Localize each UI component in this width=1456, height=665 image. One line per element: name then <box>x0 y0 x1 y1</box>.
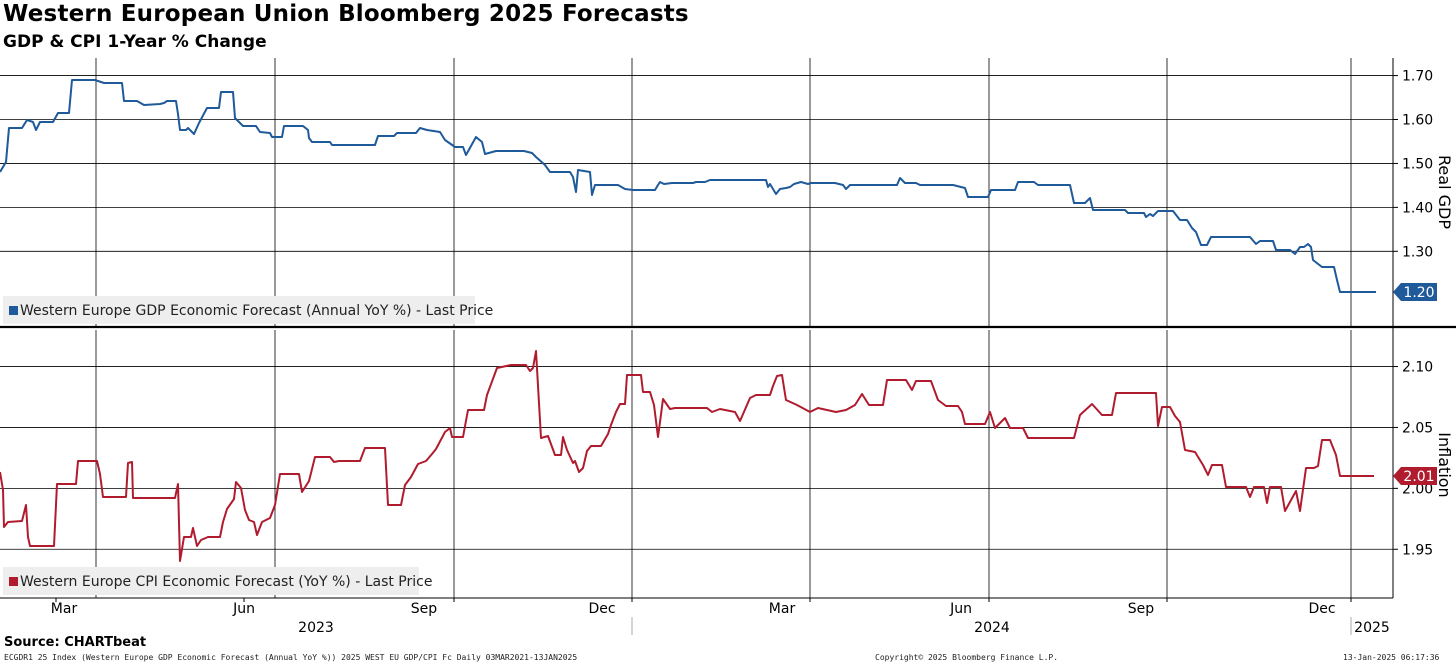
chart-title: Western European Union Bloomberg 2025 Fo… <box>3 1 689 27</box>
x-tick-label-4: Mar <box>769 601 796 617</box>
cpi-axis-title: Inflation <box>1435 432 1454 497</box>
x-tick-label-0: Mar <box>51 601 78 617</box>
x-tick-label-5: Jun <box>949 601 972 617</box>
gdp-tick-label-1: 1.40 <box>1402 200 1433 216</box>
cpi-last-value-tag-shape <box>1393 467 1437 485</box>
x-tick-label-3: Dec <box>588 601 615 617</box>
cpi-tick-label-0: 1.95 <box>1402 542 1433 558</box>
gdp-legend-swatch <box>9 306 18 315</box>
year-label-1: 2024 <box>974 620 1010 636</box>
frame-layer <box>0 58 1456 635</box>
chart-subtitle: GDP & CPI 1-Year % Change <box>3 32 267 52</box>
gdp-series-line <box>0 79 1376 293</box>
gdp-tick-label-2: 1.50 <box>1402 156 1433 172</box>
cpi-last-value-tag: 2.01 <box>1393 467 1437 485</box>
source-note: Source: CHARTbeat <box>4 635 147 650</box>
index-info: ECGDR1 25 Index (Western Europe GDP Econ… <box>4 653 578 662</box>
gdp-axis-title: Real GDP <box>1435 155 1454 229</box>
cpi-tick-label-3: 2.10 <box>1402 360 1433 376</box>
cpi-tick-label-2: 2.05 <box>1402 420 1433 436</box>
gdp-last-value-tag-text: 1.20 <box>1403 285 1434 301</box>
gdp-tick-label-3: 1.60 <box>1402 113 1433 129</box>
year-label-2: 2025 <box>1354 620 1390 636</box>
cpi-legend-text: Western Europe CPI Economic Forecast (Yo… <box>20 574 432 590</box>
grid-layer <box>0 58 1393 598</box>
gdp-tick-label-4: 1.70 <box>1402 69 1433 85</box>
copyright-note: Copyright© 2025 Bloomberg Finance L.P. <box>875 653 1059 662</box>
x-tick-label-2: Sep <box>411 601 438 617</box>
timestamp: 13-Jan-2025 06:17:36 <box>1343 653 1440 662</box>
gdp-legend-text: Western Europe GDP Economic Forecast (An… <box>20 303 493 319</box>
cpi-tick-label-1: 2.00 <box>1402 481 1433 497</box>
gdp-legend-box <box>3 296 475 324</box>
x-tick-label-6: Sep <box>1128 601 1155 617</box>
cpi-legend-swatch <box>9 577 18 586</box>
gdp-last-value-tag: 1.20 <box>1393 283 1437 301</box>
gdp-last-value-tag-shape <box>1393 283 1437 301</box>
cpi-legend: Western Europe CPI Economic Forecast (Yo… <box>3 567 432 595</box>
year-label-0: 2023 <box>298 620 334 636</box>
cpi-series-line <box>0 350 1374 562</box>
gdp-legend: Western Europe GDP Economic Forecast (An… <box>3 296 493 324</box>
x-tick-label-7: Dec <box>1308 601 1335 617</box>
cpi-legend-box <box>3 567 419 595</box>
series-layer <box>0 79 1376 562</box>
x-tick-label-1: Jun <box>232 601 255 617</box>
gdp-tick-label-0: 1.30 <box>1402 244 1433 260</box>
label-layer: 1.30 1.40 1.50 1.60 1.70 1.95 2.00 2.05 2.10 Real… <box>3 69 1454 636</box>
cpi-last-value-tag-text: 2.01 <box>1403 469 1434 485</box>
